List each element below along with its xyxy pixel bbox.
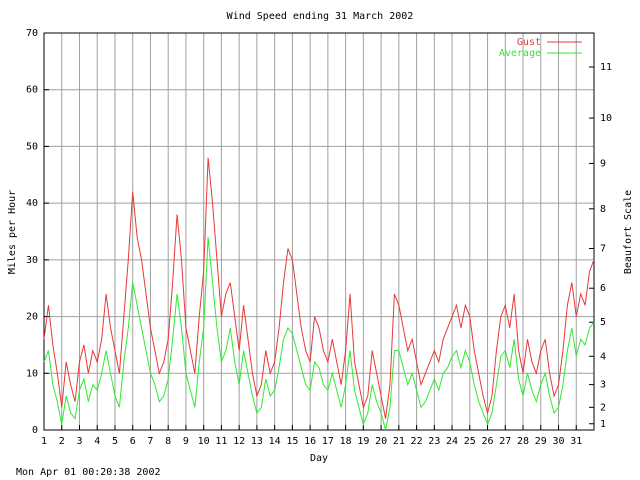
x-tick-label: 6 [130, 436, 136, 447]
x-tick-label: 14 [269, 436, 281, 447]
x-tick-label: 17 [322, 436, 334, 447]
x-tick-label: 16 [304, 436, 316, 447]
x-tick-label: 22 [411, 436, 423, 447]
x-tick-label: 28 [517, 436, 529, 447]
series-line [43, 237, 595, 431]
x-tick-label: 4 [94, 436, 100, 447]
y2-tick-label: 1 [600, 419, 606, 430]
y-tick-label: 50 [26, 141, 38, 152]
y-tick-label: 40 [26, 198, 38, 209]
x-tick-label: 23 [428, 436, 440, 447]
x-tick-label: 25 [464, 436, 476, 447]
x-tick-label: 10 [198, 436, 210, 447]
y-tick-label: 10 [26, 368, 38, 379]
y2-tick-label: 4 [600, 351, 606, 362]
legend-label: Gust [517, 37, 541, 48]
x-tick-label: 29 [535, 436, 547, 447]
x-tick-label: 13 [251, 436, 263, 447]
x-tick-label: 31 [570, 436, 582, 447]
y2-axis-label: Beaufort Scale [623, 190, 634, 274]
x-tick-label: 5 [112, 436, 118, 447]
y2-tick-label: 10 [600, 113, 612, 124]
x-tick-label: 24 [446, 436, 458, 447]
y2-tick-label: 6 [600, 283, 606, 294]
x-tick-label: 27 [499, 436, 511, 447]
x-tick-label: 2 [59, 436, 65, 447]
y2-tick-label: 11 [600, 62, 612, 73]
y-tick-label: 20 [26, 312, 38, 323]
legend-label: Average [499, 48, 541, 59]
y-axis-label: Miles per Hour [7, 190, 18, 274]
series-line [43, 157, 595, 419]
y-tick-label: 30 [26, 255, 38, 266]
x-tick-label: 12 [233, 436, 245, 447]
x-tick-label: 3 [76, 436, 82, 447]
y2-tick-label: 2 [600, 402, 606, 413]
y2-tick-label: 3 [600, 380, 606, 391]
x-tick-label: 19 [357, 436, 369, 447]
x-axis-label: Day [310, 453, 328, 464]
x-tick-label: 7 [147, 436, 153, 447]
footer-timestamp: Mon Apr 01 00:20:38 2002 [16, 467, 161, 478]
x-tick-label: 18 [340, 436, 352, 447]
y2-tick-label: 7 [600, 244, 606, 255]
x-tick-label: 9 [183, 436, 189, 447]
y-tick-label: 70 [26, 28, 38, 39]
x-tick-label: 30 [552, 436, 564, 447]
x-tick-label: 26 [482, 436, 494, 447]
x-tick-label: 21 [393, 436, 405, 447]
x-tick-label: 1 [41, 436, 47, 447]
x-tick-label: 11 [215, 436, 227, 447]
y2-tick-label: 9 [600, 158, 606, 169]
y2-tick-label: 8 [600, 204, 606, 215]
y-tick-label: 60 [26, 85, 38, 96]
plot-frame [43, 32, 595, 431]
y2-tick-label: 5 [600, 317, 606, 328]
x-tick-label: 20 [375, 436, 387, 447]
x-tick-label: 8 [165, 436, 171, 447]
y-tick-label: 0 [32, 425, 38, 436]
x-tick-label: 15 [286, 436, 298, 447]
chart-title: Wind Speed ending 31 March 2002 [227, 11, 414, 22]
